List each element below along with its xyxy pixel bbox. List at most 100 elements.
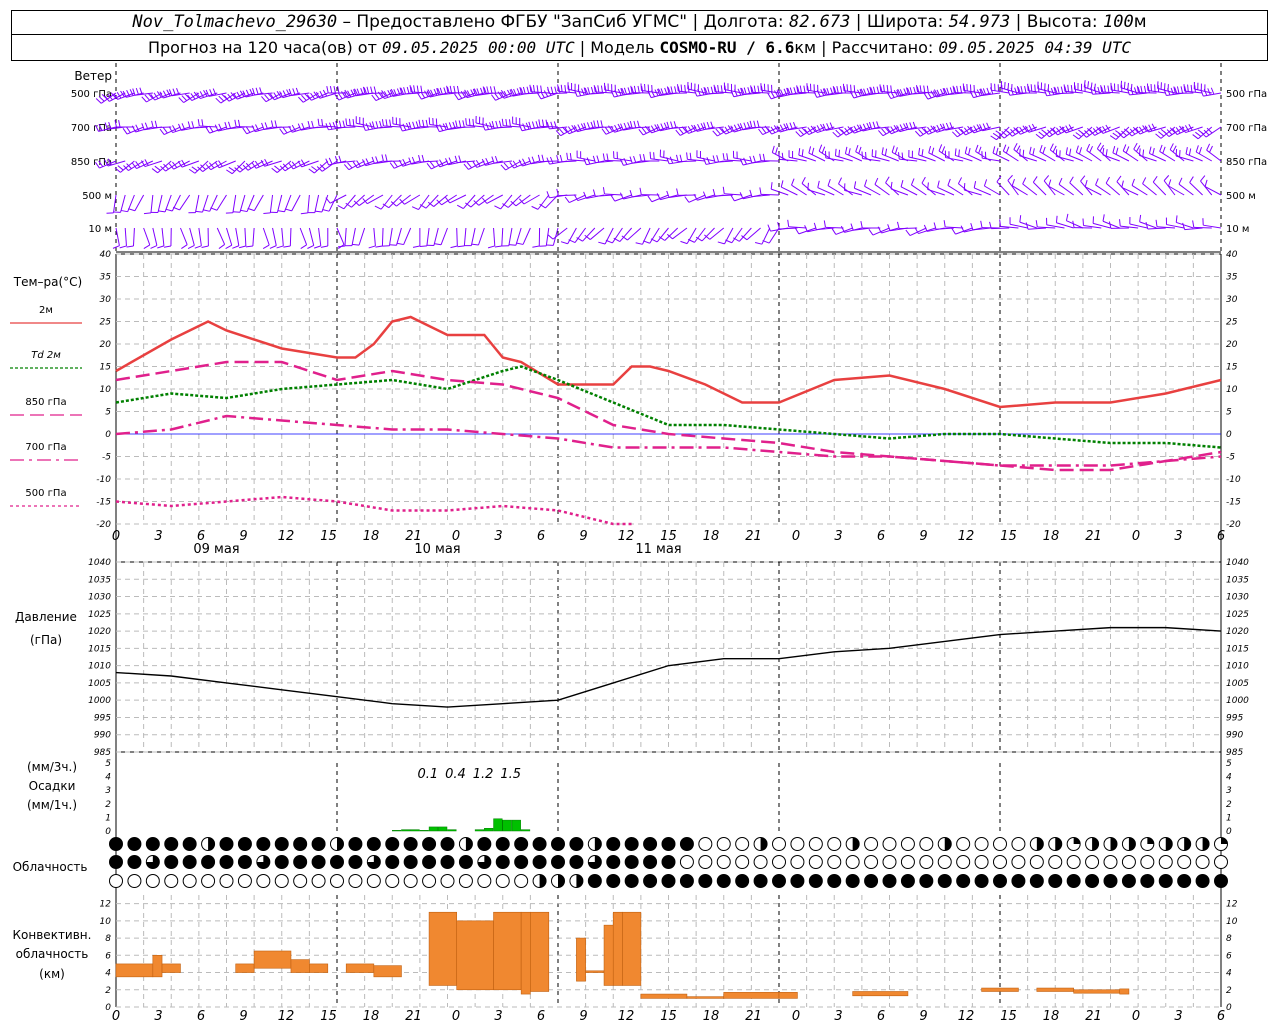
wind-barb: [463, 88, 485, 99]
wind-barb: [307, 227, 315, 249]
wind-barb: [1181, 124, 1203, 134]
cloud-symbol: [385, 874, 400, 888]
wind-barb: [419, 194, 439, 209]
conv-cloud-bar: [235, 963, 255, 973]
wind-barb: [501, 118, 522, 128]
cloud-symbol: [790, 837, 805, 851]
wind-barb: [905, 121, 927, 131]
wind-barb: [396, 227, 412, 246]
cloud-symbol: [919, 855, 934, 869]
wind-barb: [141, 159, 163, 168]
wind-barb: [536, 89, 559, 100]
wind-level-label: 500 м: [1226, 191, 1256, 202]
conv-title: Конвективн.: [13, 928, 92, 942]
temp-legend-label: 2м: [39, 305, 53, 316]
wind-barb: [808, 146, 826, 162]
pressure-tick-label: 1000: [88, 696, 111, 706]
wind-barb: [1009, 217, 1028, 229]
pressure-tick-label: 1015: [1226, 644, 1249, 654]
wind-barb: [216, 227, 226, 249]
precip-bar: [447, 829, 457, 832]
wind-barb: [1126, 86, 1148, 96]
wind-barb: [531, 194, 550, 210]
time-tick-label: 18: [703, 529, 720, 544]
wind-barb: [834, 148, 853, 162]
wind-barb: [160, 160, 181, 172]
altitude-value: 100: [1103, 12, 1134, 32]
wind-barb: [730, 87, 752, 98]
wind-barb: [796, 85, 816, 94]
wind-barb: [381, 154, 402, 162]
time-tick-label: 15: [1000, 1009, 1017, 1024]
wind-barb: [675, 154, 697, 163]
time-tick-label: 3: [154, 1009, 162, 1024]
wind-barb: [759, 187, 780, 196]
cloud-symbol: [422, 874, 437, 888]
wind-level-label: 500 гПа: [1226, 89, 1267, 100]
wind-barb: [1069, 176, 1084, 196]
wind-barb: [546, 121, 568, 130]
wind-barb: [1139, 214, 1157, 229]
wind-barb: [308, 160, 329, 174]
wind-barb: [1129, 216, 1148, 229]
precip-bar: [502, 819, 512, 832]
wind-barb: [592, 155, 614, 164]
cloud-symbol: [127, 855, 142, 869]
cloud-symbol: [532, 855, 547, 869]
precip-tick-label: 2: [1226, 800, 1232, 810]
cloud-symbol: [974, 837, 989, 851]
wind-barb: [317, 118, 338, 128]
wind-barb: [817, 180, 835, 196]
wind-barb: [843, 183, 863, 196]
time-tick-label: 9: [239, 1009, 247, 1024]
cloud-symbol: [772, 855, 786, 869]
cloud-symbol: [1214, 855, 1228, 869]
wind-barb: [778, 152, 798, 162]
cloud-symbol: [698, 855, 713, 869]
wind-barb: [106, 194, 117, 214]
temp-tick-label: 35: [1226, 273, 1238, 283]
conv-cloud-bar: [428, 911, 458, 986]
wind-barb: [539, 227, 550, 247]
wind-barb: [201, 227, 209, 249]
cloud-symbol: [864, 837, 879, 851]
cloud-symbol: [956, 855, 971, 869]
wind-barb: [1072, 126, 1093, 140]
cloud-symbol: [1085, 837, 1100, 851]
wind-barb: [205, 88, 227, 97]
wind-barb: [159, 126, 181, 136]
pressure-tick-label: 1035: [88, 575, 111, 585]
wind-barb: [362, 86, 384, 95]
cloud-symbol: [753, 855, 768, 869]
wind-barb: [232, 227, 240, 249]
wind-barb: [1122, 144, 1139, 162]
wind-barb: [639, 154, 660, 162]
pressure-tick-label: 995: [1226, 713, 1243, 723]
pressure-tick-label: 1015: [88, 644, 111, 654]
cloud-symbol: [661, 837, 676, 851]
pressure-tick-label: 990: [1226, 731, 1243, 741]
wind-barb: [1202, 218, 1222, 229]
wind-barb: [918, 147, 936, 162]
wind-barb: [927, 182, 945, 196]
wind-barb: [428, 117, 448, 128]
cloud-symbol: [606, 874, 621, 888]
wind-barb: [516, 227, 531, 245]
cloud-symbol: [1048, 855, 1063, 869]
cloud-symbol: [864, 855, 879, 869]
precip-bar: [520, 829, 531, 832]
wind-barb: [1046, 217, 1065, 229]
wind-barb: [1119, 219, 1139, 229]
wind-barb: [187, 121, 209, 129]
wind-barb: [749, 189, 770, 198]
temp-tick-label: 5: [1226, 408, 1232, 418]
wind-barb: [114, 120, 135, 128]
wind-barb: [832, 86, 853, 94]
wind-barb: [197, 160, 218, 172]
wind-barb: [963, 183, 982, 196]
time-tick-label: 12: [278, 529, 295, 544]
conv-cloud-bar: [309, 963, 329, 973]
time-tick-label: 6: [537, 1009, 545, 1024]
wind-barb: [732, 150, 752, 162]
pressure-title: Давление: [15, 610, 77, 624]
